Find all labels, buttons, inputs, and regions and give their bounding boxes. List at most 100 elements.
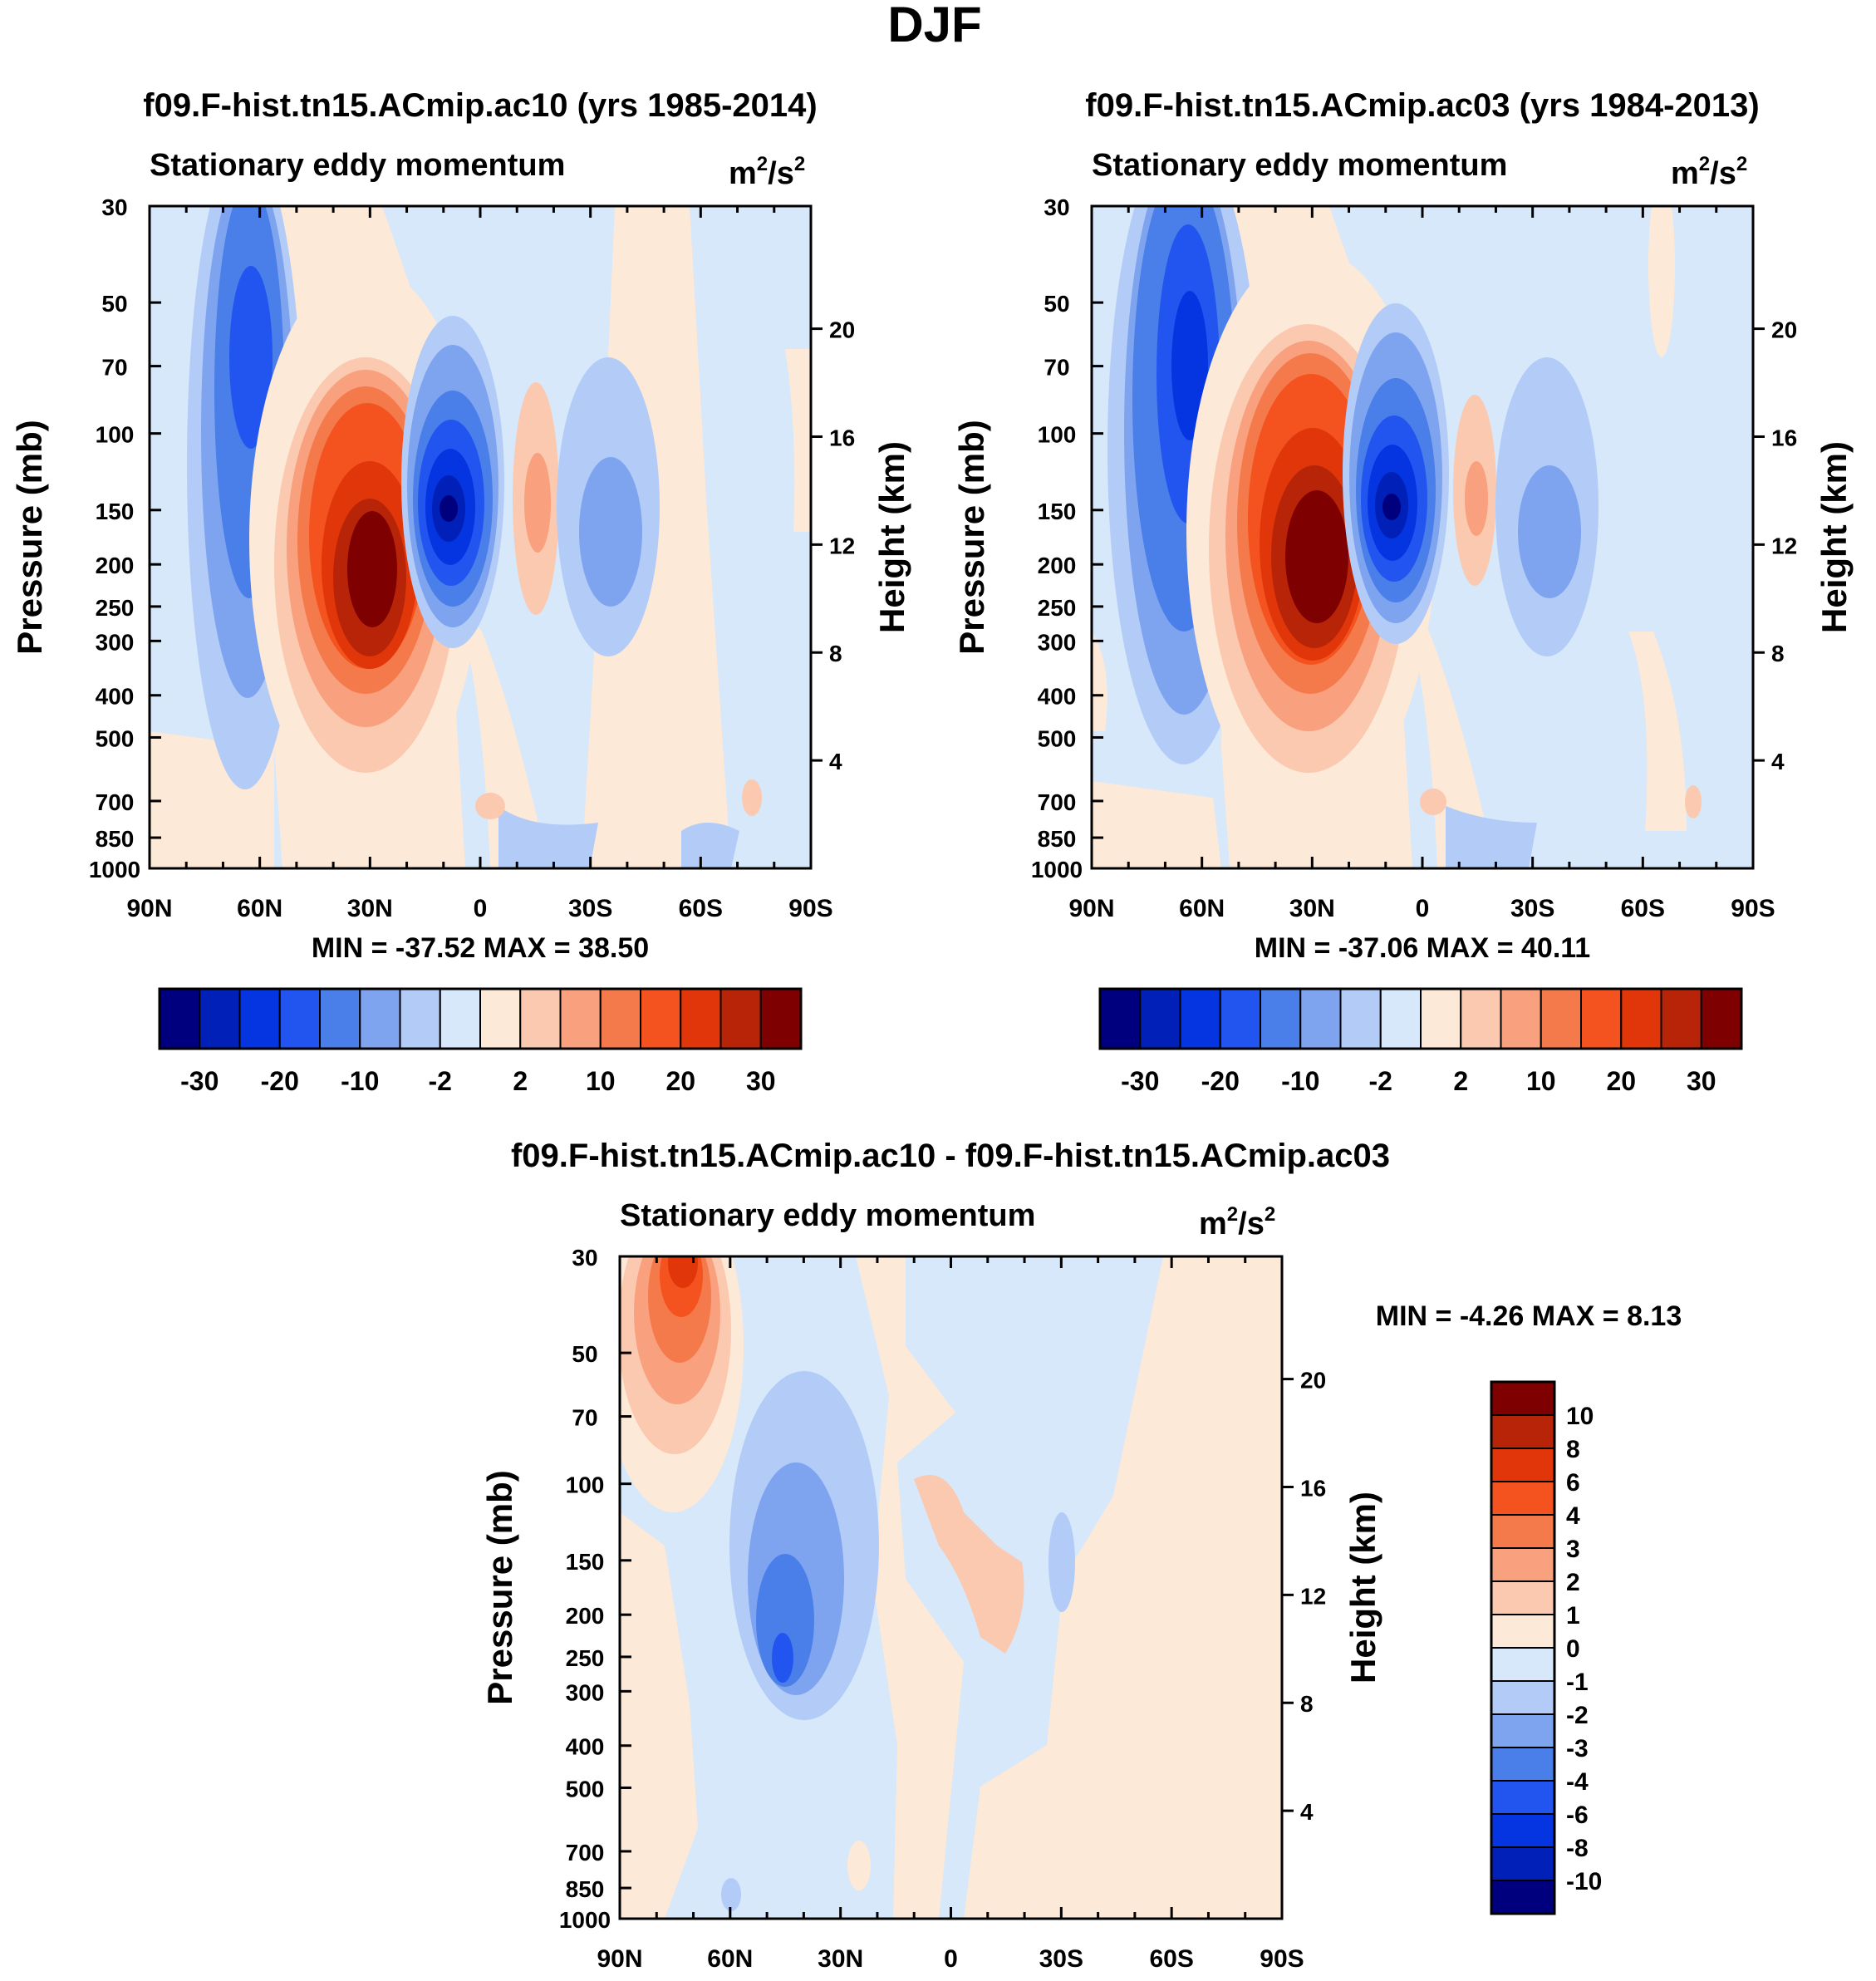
panel-1-xtick-label: 60N [237,895,282,922]
panel-3-ytick-label: 500 [566,1776,605,1802]
colorbar-swatch [1420,988,1462,1049]
panel-3-colorbar-label: 1 [1566,1602,1580,1630]
colorbar-swatch [1219,988,1261,1049]
colorbar-swatch [1490,1680,1555,1715]
panel-3-xtick-label: 90S [1260,1945,1304,1973]
panel-1-ytick-label: 200 [96,553,135,578]
panel-3-title: f09.F-hist.tn15.ACmip.ac10 - f09.F-hist.… [511,1138,1390,1174]
panel-3-ytick-label: 50 [572,1341,597,1367]
panel-1-ytick-label: 30 [101,194,127,220]
panel-1-ytick-label: 70 [101,355,127,381]
panel-3-xtick-label: 90N [597,1945,642,1973]
panel-3-colorbar-label: 4 [1566,1502,1580,1530]
colorbar-swatch [1299,988,1342,1049]
colorbar-swatch [199,988,241,1049]
panel-3-ytick-label: 250 [566,1645,605,1671]
colorbar-swatch [1490,1813,1555,1848]
panel-1-xtick-label: 30N [347,895,393,922]
panel-2-colorbar-label: 30 [1687,1066,1716,1096]
panel-3-ytick-label: 70 [572,1405,597,1431]
panel-1-colorbar-label: -2 [429,1066,452,1096]
panel-1-colorbar: -30 -20 -10 -2 2 10 20 30 [158,987,803,1096]
colorbar-swatch [1490,1547,1555,1582]
panel-2-colorbar-label: 2 [1453,1066,1468,1096]
panel-3-y2tick-label: 12 [1300,1583,1326,1609]
figure-title: DJF [887,0,981,52]
panel-2-colorbar-label: -30 [1121,1066,1159,1096]
panel-1-axes: 90N 60N 30N 0 30S 60S 90S 30 50 70 100 150 200 250 300… [10,194,911,922]
panel-3: f09.F-hist.tn15.ACmip.ac10 - f09.F-hist.… [480,1138,1682,1973]
panel-2-xtick-label: 90N [1068,895,1114,922]
panel-2-units: m2/s2 [1671,153,1747,191]
panel-3-ytick-label: 700 [566,1840,605,1865]
panel-1-ylabel: Pressure (mb) [10,420,49,654]
colorbar-swatch [1490,1580,1555,1615]
panel-3-ytick-label: 150 [566,1549,605,1575]
colorbar-swatch [1490,1880,1555,1915]
colorbar-swatch [319,988,361,1049]
panel-1-colorbar-label: 10 [586,1066,616,1096]
panel-3-colorbar-label: -6 [1566,1802,1589,1829]
panel-1-ytick-label: 700 [96,789,135,815]
panel-2-ytick-label: 400 [1038,684,1077,710]
panel-3-colorbar-label: -4 [1566,1768,1589,1796]
panel-2-axes: 90N 60N 30N 0 30S 60S 90S 30 50 70 100 150 200 250 300… [952,194,1854,922]
panel-2-ytick-label: 200 [1038,553,1077,578]
colorbar-swatch [1460,988,1502,1049]
panel-1-units: m2/s2 [729,153,805,191]
panel-2-ytick-label: 30 [1044,194,1069,220]
colorbar-swatch [359,988,401,1049]
panel-2-ytick-label: 100 [1038,422,1077,448]
panel-1-xtick-label: 60S [679,895,723,922]
panel-2-title: f09.F-hist.tn15.ACmip.ac03 (yrs 1984-201… [1085,87,1759,124]
panel-3-ytick-label: 100 [566,1472,605,1498]
colorbar-swatch [1339,988,1382,1049]
panel-2-xtick-label: 30S [1510,895,1554,922]
panel-3-colorbar-label: -3 [1566,1735,1589,1762]
panel-3-y2tick-label: 20 [1300,1368,1326,1394]
panel-1-subtitle: Stationary eddy momentum [150,148,565,183]
panel-2-xtick-label: 90S [1731,895,1775,922]
panel-1-ytick-label: 1000 [89,857,140,882]
panel-3-xtick-label: 60N [707,1945,753,1973]
panel-1-title: f09.F-hist.tn15.ACmip.ac10 (yrs 1985-201… [143,87,817,124]
panel-3-colorbar-label: -1 [1566,1669,1589,1696]
panel-1-ytick-label: 50 [101,291,127,317]
panel-2-ytick-label: 70 [1044,355,1069,381]
panel-3-xtick-label: 0 [944,1945,958,1973]
panel-2-colorbar-label: -20 [1201,1066,1240,1096]
panel-1-colorbar-label: 20 [665,1066,695,1096]
colorbar-swatch [1099,988,1142,1049]
panel-2-y2tick-label: 12 [1771,533,1797,558]
panel-2-xtick-label: 60S [1621,895,1665,922]
panel-1-y2tick-label: 12 [829,533,855,558]
panel-1-colorbar-label: -10 [341,1066,379,1096]
panel-2-ytick-label: 700 [1038,789,1077,815]
panel-1-xtick-label: 30S [568,895,612,922]
colorbar-swatch [1490,1614,1555,1649]
colorbar-swatch [1490,1647,1555,1682]
colorbar-swatch [159,988,201,1049]
colorbar-swatch [759,988,802,1049]
panel-2-ytick-label: 50 [1044,291,1069,317]
panel-3-subtitle: Stationary eddy momentum [620,1198,1035,1233]
panel-2-ytick-label: 250 [1038,595,1077,621]
colorbar-swatch [1139,988,1181,1049]
colorbar-swatch [719,988,762,1049]
panel-1-xtick-label: 90N [126,895,172,922]
colorbar-swatch [1379,988,1422,1049]
panel-1-ytick-label: 500 [96,725,135,751]
colorbar-swatch [1490,1381,1555,1416]
panel-1-y2tick-label: 20 [829,317,855,343]
panel-2-y2tick-label: 8 [1771,641,1785,666]
panel-1-xtick-label: 0 [474,895,488,922]
panel-2-colorbar: -30 -20 -10 -2 2 10 20 30 [1098,987,1743,1096]
colorbar-swatch [519,988,562,1049]
panel-3-colorbar-label: -2 [1566,1702,1589,1729]
panel-2-colorbar-label: -2 [1369,1066,1392,1096]
colorbar-swatch [1179,988,1221,1049]
colorbar-swatch [1580,988,1623,1049]
colorbar-swatch [1620,988,1662,1049]
